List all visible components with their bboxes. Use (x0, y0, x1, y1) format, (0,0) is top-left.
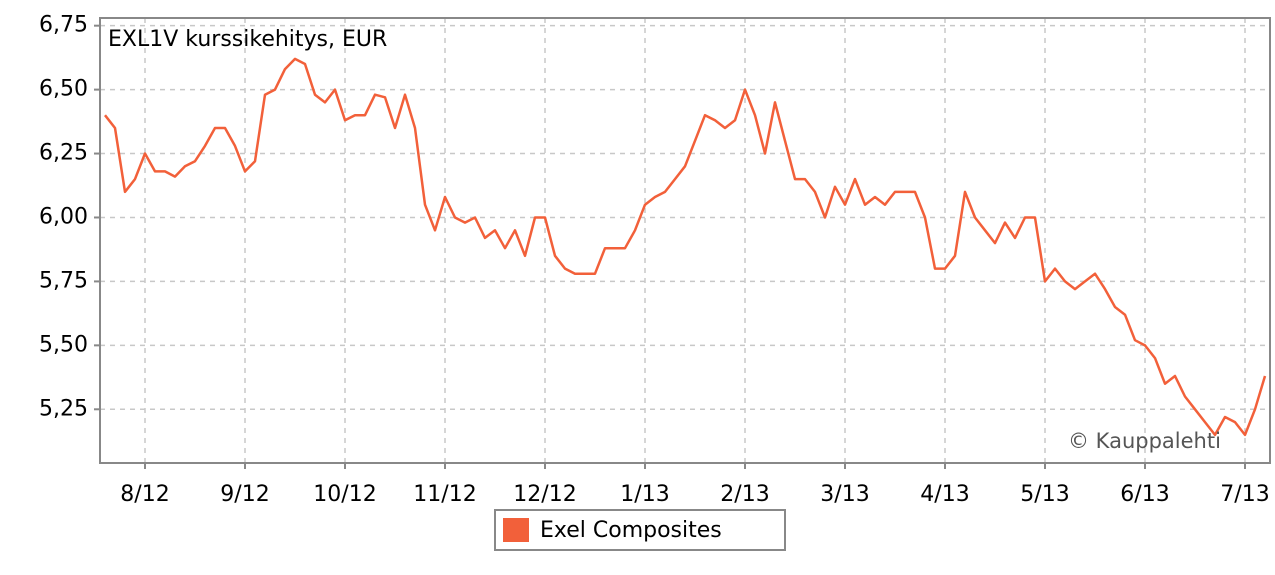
y-tick-label: 6,75 (39, 13, 88, 38)
grid (100, 18, 1270, 463)
x-tick-label: 9/12 (220, 482, 269, 507)
y-tick-label: 6,25 (39, 141, 88, 166)
series-line (104, 57, 1267, 437)
x-tick-label: 11/12 (413, 482, 476, 507)
y-tick-label: 6,00 (39, 204, 88, 229)
x-tick-label: 12/12 (513, 482, 576, 507)
y-tick-label: 6,50 (39, 77, 88, 102)
x-tick-label: 6/13 (1120, 482, 1169, 507)
x-tick-label: 4/13 (920, 482, 969, 507)
legend-swatch (503, 518, 529, 542)
legend-box (494, 509, 786, 551)
x-tick-label: 7/13 (1220, 482, 1269, 507)
legend-label: Exel Composites (540, 518, 722, 543)
plot-frame (99, 17, 1271, 464)
credit: © Kauppalehti (1068, 429, 1221, 453)
x-tick-label: 8/12 (120, 482, 169, 507)
plot (104, 57, 1267, 437)
x-tick-label: 5/13 (1020, 482, 1069, 507)
y-tick-label: 5,50 (39, 332, 88, 357)
y-tick-label: 5,75 (39, 268, 88, 293)
x-tick-label: 1/13 (620, 482, 669, 507)
x-tick-label: 3/13 (820, 482, 869, 507)
chart-title: EXL1V kurssikehitys, EUR (108, 27, 387, 52)
credit-group: © Kauppalehti (1068, 429, 1221, 453)
x-tick-label: 2/13 (720, 482, 769, 507)
y-tick-label: 5,25 (39, 396, 88, 421)
x-tick-label: 10/12 (313, 482, 376, 507)
